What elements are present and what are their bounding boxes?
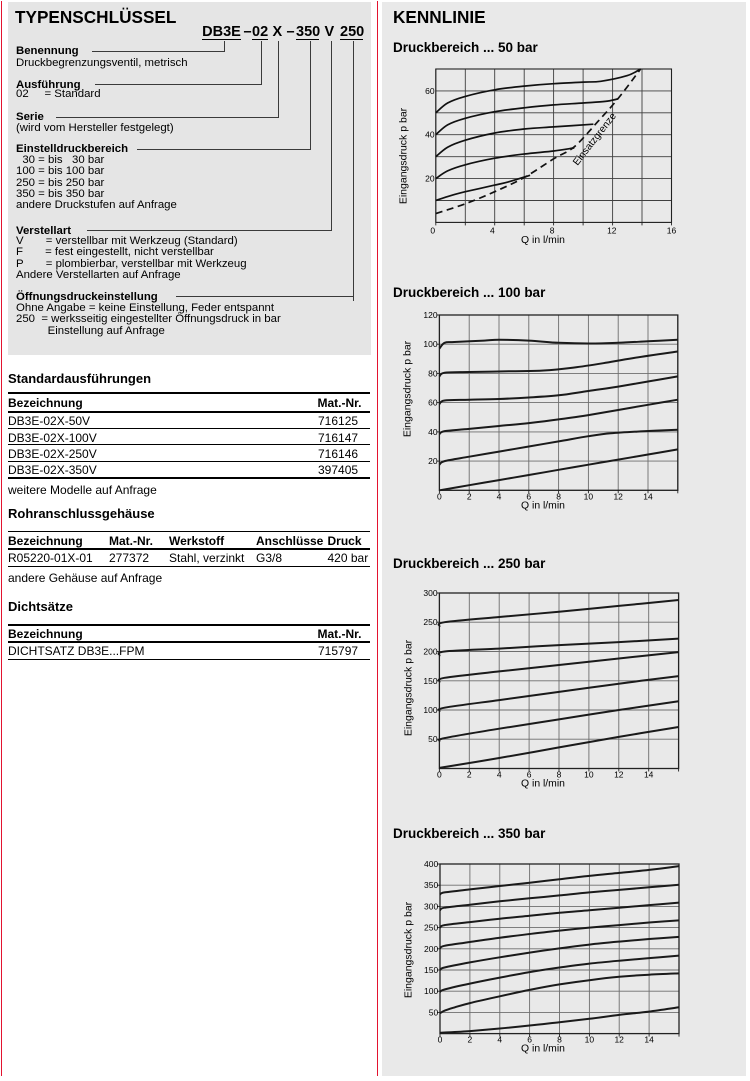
svg-text:300: 300 bbox=[423, 588, 437, 598]
svg-text:50: 50 bbox=[428, 734, 438, 744]
svg-text:200: 200 bbox=[423, 647, 437, 657]
svg-text:Eingangsdruck p bar: Eingangsdruck p bar bbox=[398, 107, 410, 204]
svg-text:2: 2 bbox=[468, 1035, 473, 1045]
svg-text:150: 150 bbox=[423, 676, 437, 686]
svg-text:350: 350 bbox=[424, 880, 438, 890]
svg-text:0: 0 bbox=[437, 770, 442, 780]
svg-text:Q in l/min: Q in l/min bbox=[521, 779, 565, 790]
svg-text:20: 20 bbox=[425, 174, 435, 184]
svg-text:40: 40 bbox=[428, 427, 438, 437]
svg-text:8: 8 bbox=[550, 225, 555, 235]
svg-text:8: 8 bbox=[557, 1035, 562, 1045]
svg-text:200: 200 bbox=[424, 944, 438, 954]
svg-text:100: 100 bbox=[424, 986, 438, 996]
svg-text:250: 250 bbox=[424, 923, 438, 933]
svg-text:0: 0 bbox=[438, 1035, 443, 1045]
svg-text:120: 120 bbox=[423, 310, 437, 320]
svg-text:10: 10 bbox=[584, 491, 594, 501]
svg-text:60: 60 bbox=[425, 86, 435, 96]
svg-text:4: 4 bbox=[497, 770, 502, 780]
svg-text:Q in l/min: Q in l/min bbox=[521, 1044, 565, 1055]
svg-text:2: 2 bbox=[467, 491, 472, 501]
svg-text:300: 300 bbox=[424, 901, 438, 911]
svg-text:Eingangsdruck p bar: Eingangsdruck p bar bbox=[403, 901, 415, 998]
svg-text:Einsatzgrenze: Einsatzgrenze bbox=[571, 111, 619, 168]
svg-text:4: 4 bbox=[490, 225, 495, 235]
svg-text:40: 40 bbox=[425, 130, 435, 140]
svg-text:Eingangsdruck p bar: Eingangsdruck p bar bbox=[402, 340, 414, 437]
svg-text:Eingangsdruck p bar: Eingangsdruck p bar bbox=[403, 639, 415, 736]
svg-text:14: 14 bbox=[644, 770, 654, 780]
svg-text:12: 12 bbox=[607, 225, 617, 235]
svg-text:Q in l/min: Q in l/min bbox=[521, 235, 565, 246]
svg-text:4: 4 bbox=[497, 491, 502, 501]
svg-text:0: 0 bbox=[437, 491, 442, 501]
svg-text:6: 6 bbox=[527, 770, 532, 780]
svg-text:100: 100 bbox=[423, 705, 437, 715]
svg-text:14: 14 bbox=[643, 491, 653, 501]
svg-text:10: 10 bbox=[584, 770, 594, 780]
svg-text:60: 60 bbox=[428, 398, 438, 408]
svg-text:14: 14 bbox=[644, 1035, 654, 1045]
svg-text:6: 6 bbox=[527, 1035, 532, 1045]
svg-text:Q in l/min: Q in l/min bbox=[521, 501, 565, 512]
svg-text:8: 8 bbox=[557, 770, 562, 780]
svg-text:250: 250 bbox=[423, 617, 437, 627]
svg-text:4: 4 bbox=[497, 1035, 502, 1045]
svg-text:12: 12 bbox=[614, 770, 624, 780]
svg-text:400: 400 bbox=[424, 859, 438, 869]
svg-text:16: 16 bbox=[667, 225, 677, 235]
svg-text:10: 10 bbox=[585, 1035, 595, 1045]
svg-text:100: 100 bbox=[423, 339, 437, 349]
svg-text:0: 0 bbox=[430, 225, 435, 235]
svg-text:12: 12 bbox=[613, 491, 623, 501]
svg-text:2: 2 bbox=[467, 770, 472, 780]
svg-text:6: 6 bbox=[526, 491, 531, 501]
svg-text:80: 80 bbox=[428, 368, 438, 378]
svg-text:150: 150 bbox=[424, 965, 438, 975]
svg-text:8: 8 bbox=[556, 491, 561, 501]
svg-text:50: 50 bbox=[429, 1007, 439, 1017]
svg-text:20: 20 bbox=[428, 456, 438, 466]
svg-text:12: 12 bbox=[614, 1035, 624, 1045]
